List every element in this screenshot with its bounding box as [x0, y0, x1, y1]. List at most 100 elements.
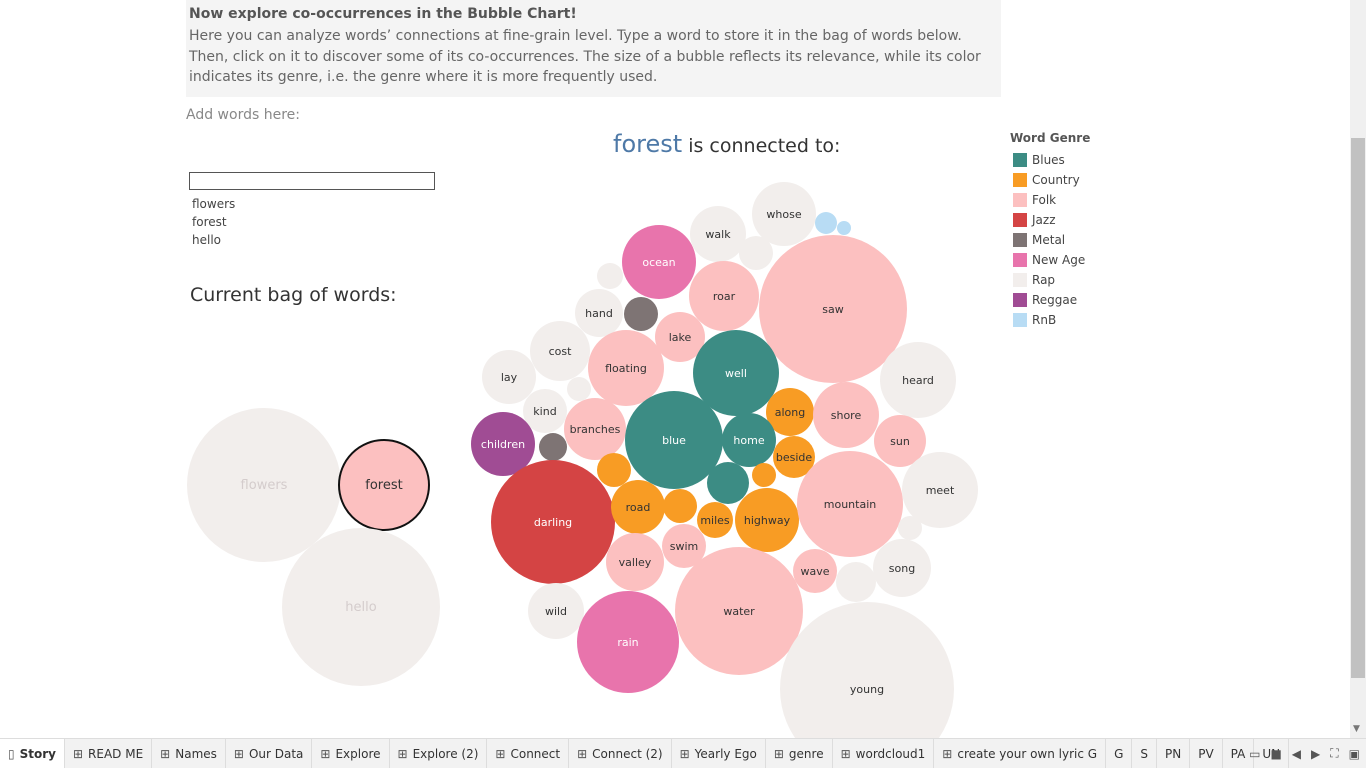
bubble-circle[interactable]: [898, 516, 922, 540]
bubble-circle[interactable]: [482, 350, 536, 404]
bag-bubble[interactable]: flowers: [187, 408, 341, 562]
word-bubble[interactable]: roar: [689, 261, 759, 331]
word-bubble[interactable]: saw: [759, 235, 907, 383]
sheet-tab[interactable]: ⊞ Yearly Ego: [672, 739, 766, 768]
vertical-scrollbar[interactable]: ▼: [1350, 0, 1366, 738]
bubble-circle[interactable]: [530, 321, 590, 381]
show-tabs-icon[interactable]: ■: [1270, 746, 1282, 761]
bubble-circle[interactable]: [663, 489, 697, 523]
bubble-circle[interactable]: [611, 480, 665, 534]
word-input[interactable]: [189, 172, 435, 190]
bubble-circle[interactable]: [597, 453, 631, 487]
word-bubble[interactable]: shore: [813, 382, 879, 448]
word-bubble[interactable]: valley: [606, 533, 664, 591]
sheet-tab[interactable]: ⊞ wordcloud1: [833, 739, 935, 768]
sheet-tab[interactable]: ⊞ Our Data: [226, 739, 313, 768]
word-bubble[interactable]: [707, 462, 749, 504]
word-bubble[interactable]: along: [766, 388, 814, 436]
present-icon[interactable]: ▣: [1348, 746, 1360, 761]
bubble-circle[interactable]: [780, 602, 954, 738]
word-list-item[interactable]: hello: [192, 233, 221, 247]
word-bubble[interactable]: beside: [773, 436, 815, 478]
word-bubble[interactable]: well: [693, 330, 779, 416]
sheet-tab[interactable]: ⊞ Names: [152, 739, 226, 768]
bubble-circle[interactable]: [797, 451, 903, 557]
bubble-circle[interactable]: [491, 460, 615, 584]
word-bubble[interactable]: heard: [880, 342, 956, 418]
word-bubble[interactable]: [597, 453, 631, 487]
bubble-circle[interactable]: [187, 408, 341, 562]
bubble-circle[interactable]: [880, 342, 956, 418]
bubble-circle[interactable]: [567, 377, 591, 401]
bubble-circle[interactable]: [722, 413, 776, 467]
legend-item[interactable]: RnB: [1010, 310, 1090, 330]
word-bubble[interactable]: [567, 377, 591, 401]
bubble-circle[interactable]: [837, 221, 851, 235]
word-bubble[interactable]: home: [722, 413, 776, 467]
legend-item[interactable]: Folk: [1010, 190, 1090, 210]
bubble-circle[interactable]: [697, 502, 733, 538]
bubble-circle[interactable]: [690, 206, 746, 262]
word-bubble[interactable]: children: [471, 412, 535, 476]
scrollbar-thumb[interactable]: [1351, 138, 1365, 678]
word-bubble[interactable]: kind: [523, 389, 567, 433]
word-bubble[interactable]: [597, 263, 623, 289]
bubble-circle[interactable]: [597, 263, 623, 289]
word-list-item[interactable]: flowers: [192, 197, 236, 211]
scroll-down-icon[interactable]: ▼: [1353, 724, 1360, 734]
bubble-circle[interactable]: [575, 289, 623, 337]
word-bubble[interactable]: hand: [575, 289, 623, 337]
word-bubble[interactable]: sun: [874, 415, 926, 467]
word-bubble[interactable]: whose: [752, 182, 816, 246]
word-list-item[interactable]: forest: [192, 215, 227, 229]
bubble-circle[interactable]: [528, 583, 584, 639]
bubble-circle[interactable]: [693, 330, 779, 416]
bubble-circle[interactable]: [282, 528, 440, 686]
sheet-tab[interactable]: PN: [1157, 739, 1191, 768]
word-bubble[interactable]: lay: [482, 350, 536, 404]
word-bubble[interactable]: floating: [588, 330, 664, 406]
bag-bubble[interactable]: hello: [282, 528, 440, 686]
bubble-circle[interactable]: [564, 398, 626, 460]
word-bubble[interactable]: [815, 212, 837, 234]
bubble-circle[interactable]: [873, 539, 931, 597]
bubble-circle[interactable]: [622, 225, 696, 299]
bubble-circle[interactable]: [739, 236, 773, 270]
word-bubble[interactable]: [624, 297, 658, 331]
word-bubble[interactable]: ocean: [622, 225, 696, 299]
word-bubble[interactable]: [752, 463, 776, 487]
word-bubble[interactable]: highway: [735, 488, 799, 552]
bubble-circle[interactable]: [662, 524, 706, 568]
legend-item[interactable]: Metal: [1010, 230, 1090, 250]
word-bubble[interactable]: blue: [625, 391, 723, 489]
bubble-circle[interactable]: [836, 562, 876, 602]
legend-item[interactable]: Reggae: [1010, 290, 1090, 310]
word-bubble[interactable]: [836, 562, 876, 602]
word-bubble[interactable]: walk: [690, 206, 746, 262]
sheet-tab[interactable]: ⊞ genre: [766, 739, 833, 768]
word-bubble[interactable]: darling: [491, 460, 615, 584]
word-bubble[interactable]: cost: [530, 321, 590, 381]
sheet-tab[interactable]: ▯ Story: [0, 739, 65, 768]
bubble-circle[interactable]: [606, 533, 664, 591]
word-bubble[interactable]: wild: [528, 583, 584, 639]
bubble-circle[interactable]: [539, 433, 567, 461]
bubble-circle[interactable]: [759, 235, 907, 383]
sheet-tab[interactable]: ⊞ Connect: [487, 739, 570, 768]
legend-item[interactable]: Blues: [1010, 150, 1090, 170]
bubble-circle[interactable]: [773, 436, 815, 478]
bubble-circle[interactable]: [675, 547, 803, 675]
bubble-circle[interactable]: [752, 182, 816, 246]
sheet-tab[interactable]: ⊞ READ ME: [65, 739, 153, 768]
bubble-circle[interactable]: [338, 439, 430, 531]
bubble-circle[interactable]: [874, 415, 926, 467]
legend-item[interactable]: Jazz: [1010, 210, 1090, 230]
legend-item[interactable]: Rap: [1010, 270, 1090, 290]
word-bubble[interactable]: young: [780, 602, 954, 738]
sheet-tab[interactable]: ⊞ create your own lyric G: [934, 739, 1107, 768]
sheet-tab[interactable]: PV: [1190, 739, 1223, 768]
previous-sheet-icon[interactable]: ◀: [1291, 746, 1302, 761]
bubble-circle[interactable]: [752, 463, 776, 487]
word-bubble[interactable]: [663, 489, 697, 523]
bubble-circle[interactable]: [707, 462, 749, 504]
